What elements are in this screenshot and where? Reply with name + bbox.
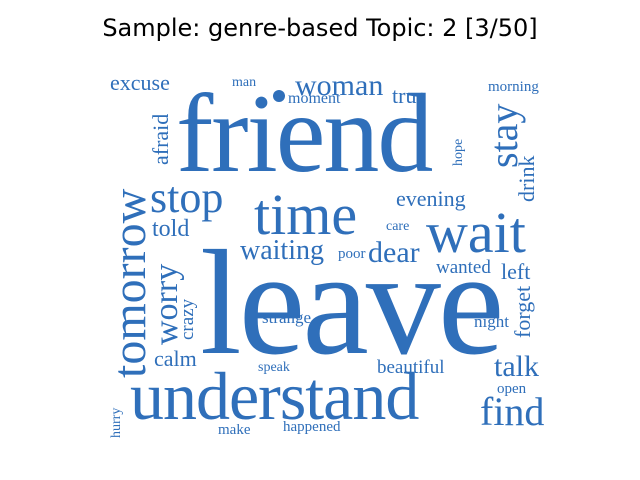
word-poor: poor: [338, 246, 366, 262]
word-talk: talk: [494, 350, 539, 383]
word-left: left: [501, 259, 531, 284]
word-speak: speak: [258, 360, 290, 375]
word-crazy: crazy: [177, 298, 198, 340]
word-forget: forget: [510, 285, 535, 338]
word-wanted: wanted: [436, 257, 491, 278]
word-strange: strange: [262, 308, 312, 327]
word-hope: hope: [451, 138, 466, 166]
word-night: night: [474, 312, 509, 331]
word-told: told: [152, 216, 190, 242]
word-man: man: [232, 75, 257, 90]
word-find: find: [480, 389, 545, 434]
word-hurry: hurry: [109, 407, 124, 438]
word-woman: woman: [295, 69, 384, 102]
word-evening: evening: [396, 186, 466, 211]
plot-title: Sample: genre-based Topic: 2 [3/50]: [102, 14, 538, 42]
word-open: open: [497, 381, 527, 397]
word-wait: wait: [426, 200, 526, 265]
word-stop: stop: [150, 173, 224, 222]
word-make: make: [218, 422, 251, 438]
word-calm: calm: [154, 346, 197, 371]
word-true: true: [392, 83, 427, 108]
word-leave: leave: [200, 220, 504, 386]
word-care: care: [386, 219, 410, 234]
word-beautiful: beautiful: [377, 357, 445, 378]
word-tomorrow: tomorrow: [103, 188, 156, 378]
dot-mark: [273, 90, 285, 102]
word-happened: happened: [283, 419, 341, 435]
word-afraid: afraid: [148, 113, 173, 165]
word-dear: dear: [368, 236, 420, 269]
word-morning: morning: [488, 79, 539, 95]
word-time: time: [254, 182, 358, 247]
word-understand: understand: [130, 358, 419, 434]
word-drink: drink: [514, 155, 539, 202]
word-waiting: waiting: [240, 235, 324, 266]
word-excuse: excuse: [110, 70, 170, 95]
word-moment: moment: [288, 90, 341, 107]
word-friend: friend: [176, 72, 433, 196]
